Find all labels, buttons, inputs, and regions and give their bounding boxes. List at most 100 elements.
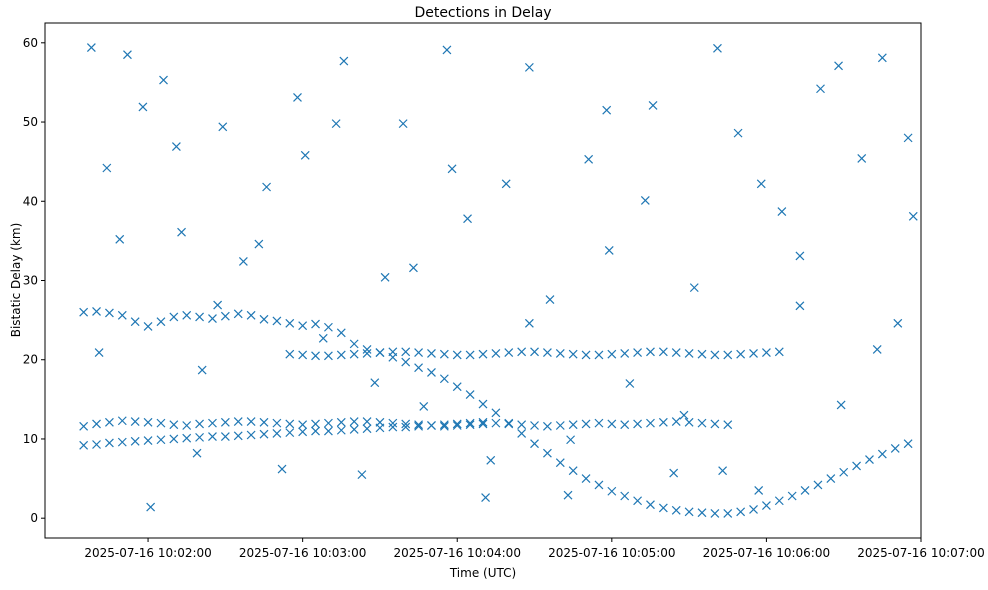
scatter-point-series-0 [568, 466, 578, 476]
scatter-point-series-1 [323, 418, 333, 428]
scatter-point-series-1 [478, 419, 488, 429]
scatter-point-series-4 [197, 365, 207, 375]
scatter-point-series-4 [777, 207, 787, 216]
scatter-point-series-0 [182, 310, 192, 320]
scatter-point-series-1 [465, 420, 475, 430]
scatter-point-series-2 [323, 426, 333, 436]
scatter-point-series-0 [169, 312, 179, 322]
scatter-point-series-3 [581, 350, 591, 360]
scatter-point-series-2 [246, 430, 256, 440]
scatter-point-series-0 [633, 496, 643, 506]
scatter-point-series-0 [220, 311, 230, 321]
scatter-point-series-3 [671, 348, 681, 358]
scatter-point-series-0 [787, 491, 797, 501]
scatter-point-series-1 [92, 419, 101, 429]
scatter-point-series-0 [465, 390, 475, 400]
scatter-point-series-2 [117, 437, 127, 447]
scatter-point-series-3 [504, 348, 514, 358]
scatter-point-series-2 [427, 421, 436, 430]
scatter-point-series-2 [233, 431, 243, 441]
scatter-point-series-0 [646, 500, 655, 510]
scatter-point-series-3 [620, 348, 630, 358]
scatter-point-series-0 [658, 503, 668, 513]
scatter-point-series-1 [388, 418, 398, 428]
scatter-point-series-3 [633, 348, 643, 358]
scatter-point-series-0 [774, 496, 784, 506]
scatter-point-series-0 [427, 367, 436, 377]
scatter-point-series-4 [177, 227, 186, 237]
scatter-point-series-4 [86, 43, 96, 52]
scatter-point-series-3 [697, 349, 707, 359]
scatter-point-series-3 [375, 348, 385, 358]
scatter-point-series-1 [491, 418, 501, 428]
scatter-point-series-1 [182, 421, 192, 430]
scatter-point-series-0 [92, 306, 101, 316]
scatter-point-series-0 [800, 486, 810, 495]
scatter-point-series-1 [311, 419, 320, 429]
scatter-point-series-4 [419, 402, 429, 411]
scatter-point-series-2 [336, 425, 346, 435]
y-tick-label: 30 [23, 274, 38, 288]
scatter-point-series-1 [568, 420, 578, 430]
scatter-point-series-0 [491, 408, 501, 418]
scatter-point-series-4 [795, 301, 805, 311]
scatter-point-series-3 [311, 351, 320, 361]
scatter-point-series-2 [156, 435, 166, 445]
scatter-point-series-1 [710, 419, 720, 429]
scatter-point-series-1 [607, 419, 617, 429]
scatter-point-series-1 [79, 421, 89, 431]
scatter-point-series-3 [388, 347, 398, 357]
scatter-point-series-4 [398, 119, 408, 129]
scatter-point-series-2 [92, 440, 101, 449]
scatter-point-series-0 [826, 474, 836, 484]
scatter-point-series-2 [465, 418, 475, 428]
scatter-point-series-3 [285, 349, 295, 359]
y-tick-label: 0 [30, 511, 38, 525]
scatter-point-series-4 [293, 93, 302, 102]
scatter-point-series-4 [669, 468, 679, 478]
scatter-point-series-1 [723, 420, 733, 430]
scatter-point-series-4 [903, 133, 913, 143]
scatter-point-series-4 [102, 163, 112, 173]
scatter-point-series-3 [594, 350, 604, 360]
scatter-point-series-4 [262, 182, 272, 192]
scatter-point-series-0 [684, 507, 694, 517]
scatter-point-series-0 [298, 321, 308, 331]
scatter-point-series-2 [220, 432, 230, 442]
scatter-point-series-0 [401, 357, 411, 367]
scatter-point-series-4 [648, 100, 658, 110]
scatter-point-series-0 [362, 345, 372, 354]
scatter-point-series-1 [233, 417, 243, 426]
scatter-point-series-0 [79, 307, 89, 317]
scatter-point-series-4 [754, 486, 764, 495]
scatter-point-series-3 [452, 350, 462, 360]
scatter-point-series-1 [542, 421, 552, 431]
scatter-point-series-0 [246, 310, 256, 320]
scatter-point-series-4 [238, 257, 248, 266]
scatter-point-series-4 [834, 61, 843, 71]
scatter-point-series-4 [442, 45, 452, 55]
scatter-point-series-0 [671, 505, 681, 515]
scatter-point-series-3 [607, 349, 617, 359]
scatter-point-series-4 [679, 410, 689, 420]
scatter-point-series-1 [620, 420, 630, 430]
scatter-point-series-0 [143, 322, 153, 331]
scatter-point-series-1 [130, 417, 140, 426]
scatter-point-series-4 [370, 378, 380, 388]
scatter-point-series-4 [159, 75, 168, 85]
scatter-point-series-3 [414, 348, 424, 358]
scatter-point-series-2 [298, 427, 308, 437]
scatter-point-series-2 [143, 436, 153, 445]
scatter-point-series-0 [555, 458, 565, 468]
scatter-point-series-0 [478, 399, 488, 409]
scatter-point-series-4 [877, 53, 887, 63]
scatter-point-series-1 [517, 420, 527, 430]
scatter-point-series-4 [94, 348, 104, 358]
scatter-point-series-0 [620, 491, 630, 501]
scatter-point-series-0 [749, 505, 758, 514]
scatter-point-series-3 [401, 347, 411, 357]
scatter-point-series-1 [220, 417, 230, 427]
scatter-point-series-2 [478, 417, 488, 427]
scatter-point-series-4 [872, 345, 882, 354]
scatter-point-series-0 [594, 480, 604, 490]
